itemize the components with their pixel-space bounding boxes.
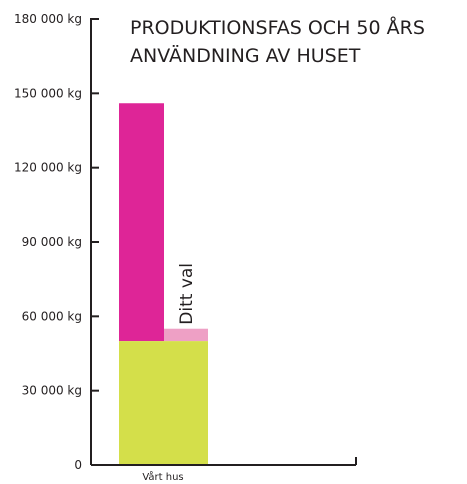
y-tick-label: 0	[74, 458, 82, 472]
y-tick-label: 120 000 kg	[14, 161, 82, 175]
bar-main-top-segment	[119, 103, 164, 342]
y-tick-label: 60 000 kg	[22, 309, 82, 323]
y-tick-label: 180 000 kg	[14, 12, 82, 26]
chart-title-line-2: ANVÄNDNING AV HUSET	[130, 44, 361, 67]
x-category-label: Vårt hus	[142, 470, 183, 483]
ditt-val-label: Ditt val	[177, 263, 197, 325]
chart-title-line-1: PRODUKTIONSFAS OCH 50 ÅRS	[130, 16, 425, 39]
y-tick-label: 150 000 kg	[14, 86, 82, 100]
y-tick-label: 90 000 kg	[22, 235, 82, 249]
bar-base-segment	[119, 341, 208, 465]
bar-choice-segment	[164, 328, 208, 342]
y-tick-label: 30 000 kg	[22, 384, 82, 398]
